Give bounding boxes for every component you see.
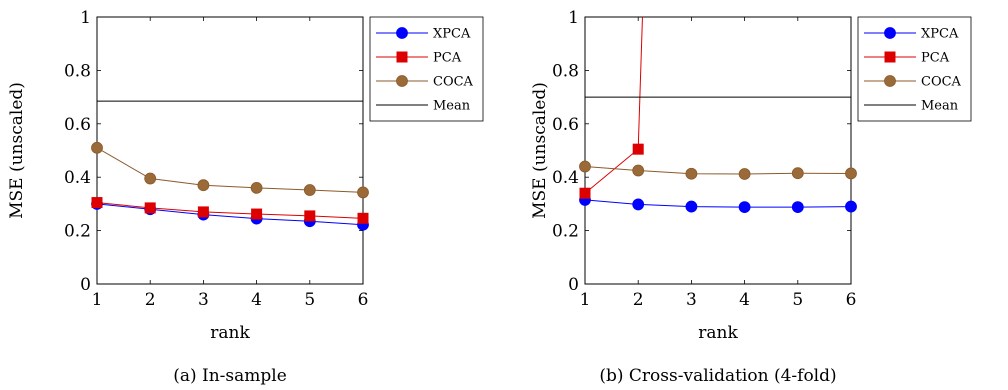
series-line-coca	[97, 147, 363, 193]
data-point-pca	[144, 202, 156, 214]
plot-area	[97, 100, 363, 226]
data-point-coca	[197, 179, 210, 192]
legend-label-xpca: XPCA	[433, 27, 471, 42]
data-point-coca	[685, 167, 698, 180]
data-point-coca	[579, 160, 591, 173]
data-point-xpca	[845, 200, 857, 213]
data-point-xpca	[685, 200, 698, 213]
legend-label-pca: PCA	[921, 51, 950, 66]
legend-marker-pca	[396, 51, 408, 63]
x-tick-label: 6	[358, 290, 369, 310]
x-tick-label: 3	[198, 290, 209, 310]
legend-box	[857, 16, 972, 122]
y-tick-label: 0	[568, 275, 579, 295]
data-point-coca	[250, 181, 263, 194]
data-point-coca	[632, 164, 645, 177]
x-tick-label: 2	[633, 290, 644, 310]
x-tick-label: 6	[846, 290, 857, 310]
chart-panel-1: 1 2 3 4 5 6 0 0.2 0.4 0.6 0.8 1 rank MSE (unscaled) (a…	[7, 8, 484, 386]
legend-marker-coca	[884, 75, 896, 87]
data-point-xpca	[738, 201, 751, 214]
legend: XPCA PCA COCA Mean	[369, 16, 484, 122]
data-point-pca	[304, 210, 316, 222]
y-tick-label: 1	[568, 8, 579, 28]
data-point-coca	[791, 167, 804, 180]
series-line-xpca	[97, 203, 363, 226]
legend-label-mean: Mean	[921, 99, 959, 114]
y-tick-label: 0.8	[64, 61, 91, 81]
y-tick-label: 0.2	[552, 222, 579, 242]
legend-marker-coca	[396, 75, 408, 87]
x-tick-label: 1	[580, 290, 591, 310]
plot-frame	[96, 16, 364, 285]
x-tick-label: 4	[251, 290, 262, 310]
data-point-coca	[357, 186, 369, 199]
data-point-pca	[579, 187, 591, 199]
legend-label-pca: PCA	[433, 51, 462, 66]
plot-area	[585, 17, 851, 208]
y-tick-label: 1	[80, 8, 91, 28]
x-axis-label: rank	[698, 323, 738, 343]
y-tick-label: 0.2	[64, 222, 91, 242]
y-tick-label: 0.4	[552, 168, 579, 188]
series-line-xpca	[585, 199, 851, 208]
x-tick-label: 3	[686, 290, 697, 310]
series-line-coca	[585, 166, 851, 175]
data-point-xpca	[791, 201, 804, 214]
x-tick-label: 2	[145, 290, 156, 310]
y-tick-label: 0	[80, 275, 91, 295]
data-point-coca	[144, 172, 157, 185]
chart-caption: (b) Cross-validation (4-fold)	[599, 366, 836, 386]
legend-label-xpca: XPCA	[921, 27, 959, 42]
x-tick-label: 1	[92, 290, 103, 310]
y-tick-label: 0.6	[552, 115, 579, 135]
x-axis-label: rank	[210, 323, 250, 343]
legend-marker-xpca	[884, 27, 896, 39]
chart-caption: (a) In-sample	[173, 366, 287, 386]
x-tick-label: 5	[304, 290, 315, 310]
data-point-pca	[197, 206, 209, 218]
y-tick-label: 0.4	[64, 168, 91, 188]
y-tick-label: 0.6	[64, 115, 91, 135]
markers-layer	[579, 143, 857, 214]
legend-box	[369, 16, 484, 122]
y-tick-label: 0.8	[552, 61, 579, 81]
data-point-pca	[251, 208, 263, 220]
markers-layer	[91, 141, 369, 231]
data-point-coca	[91, 141, 103, 154]
y-axis-label: MSE (unscaled)	[530, 82, 550, 219]
legend-label-mean: Mean	[433, 99, 471, 114]
legend-label-coca: COCA	[921, 75, 962, 90]
data-point-pca	[357, 212, 369, 224]
legend: XPCA PCA COCA Mean	[857, 16, 972, 122]
data-point-coca	[303, 184, 316, 196]
data-point-pca	[91, 197, 103, 209]
data-point-pca	[632, 143, 644, 155]
data-point-coca	[738, 168, 751, 180]
data-point-xpca	[632, 198, 645, 211]
chart-panel-2: 1 2 3 4 5 6 0 0.2 0.4 0.6 0.8 1 rank MSE (unscaled) (b…	[530, 8, 972, 386]
x-tick-label: 4	[739, 290, 750, 310]
legend-marker-xpca	[396, 27, 408, 39]
data-point-coca	[845, 167, 857, 180]
y-axis-label: MSE (unscaled)	[7, 82, 27, 219]
x-tick-label: 5	[792, 290, 803, 310]
legend-label-coca: COCA	[433, 75, 474, 90]
legend-marker-pca	[884, 51, 896, 63]
plot-frame	[584, 16, 852, 285]
series-line-pca	[97, 202, 363, 219]
